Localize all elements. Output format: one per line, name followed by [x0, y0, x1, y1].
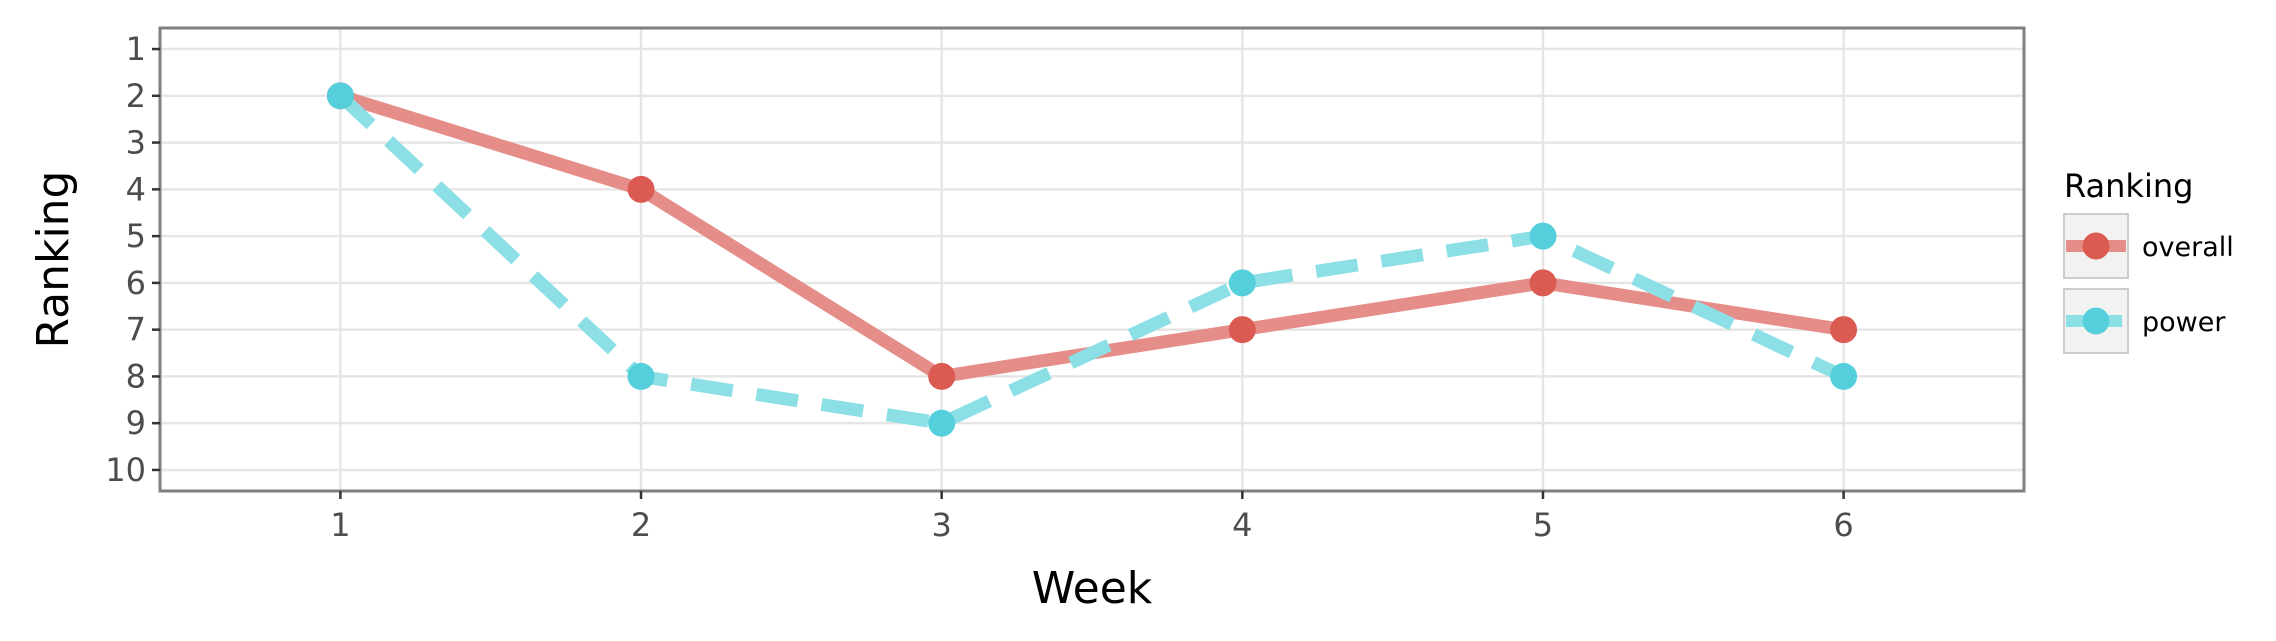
legend-key-point [2082, 232, 2110, 260]
data-point-power [1529, 222, 1557, 250]
legend-item-overall: overall [2063, 213, 2234, 279]
x-tick-label: 4 [1232, 506, 1252, 544]
legend-label: power [2142, 307, 2226, 338]
y-tick-label: 7 [126, 311, 146, 349]
plot-border [158, 26, 2026, 493]
x-tick-label: 6 [1833, 506, 1853, 544]
data-point-overall [1529, 269, 1557, 297]
legend: Ranking overall power [2063, 167, 2234, 354]
y-tick-label: 5 [126, 217, 146, 255]
data-point-overall [627, 175, 655, 203]
x-axis-title: Week [1032, 563, 1153, 614]
data-point-power [1830, 362, 1858, 390]
series-points [326, 82, 1858, 437]
y-tick-label: 2 [126, 77, 146, 115]
legend-label: overall [2142, 232, 2234, 263]
y-tick-label: 3 [126, 124, 146, 162]
series-line-power [335, 91, 1847, 430]
data-point-power [928, 409, 956, 437]
x-tick-label: 2 [631, 506, 651, 544]
x-tick-label: 3 [931, 506, 951, 544]
legend-key-point [2082, 307, 2110, 335]
y-tick-label: 10 [105, 451, 146, 489]
legend-item-power: power [2063, 288, 2226, 354]
y-tick-label: 8 [126, 357, 146, 395]
data-point-overall [928, 362, 956, 390]
plot-panel [160, 28, 2024, 491]
y-axis-title: Ranking [28, 171, 79, 349]
y-tick-label: 4 [126, 170, 146, 208]
y-tick-label: 1 [126, 30, 146, 68]
legend-title: Ranking [2064, 167, 2193, 205]
data-point-power [1228, 269, 1256, 297]
data-point-power [627, 362, 655, 390]
x-tick-label: 1 [330, 506, 350, 544]
y-axis-ticks: 1 2 3 4 5 6 7 8 9 10 [105, 30, 160, 489]
data-point-overall [1228, 316, 1256, 344]
data-point-power [326, 82, 354, 110]
y-tick-label: 6 [126, 264, 146, 302]
y-tick-label: 9 [126, 404, 146, 442]
x-axis-ticks: 1 2 3 4 5 6 [330, 491, 1854, 544]
series-lines [335, 89, 1847, 430]
x-tick-label: 5 [1533, 506, 1553, 544]
data-point-overall [1830, 316, 1858, 344]
